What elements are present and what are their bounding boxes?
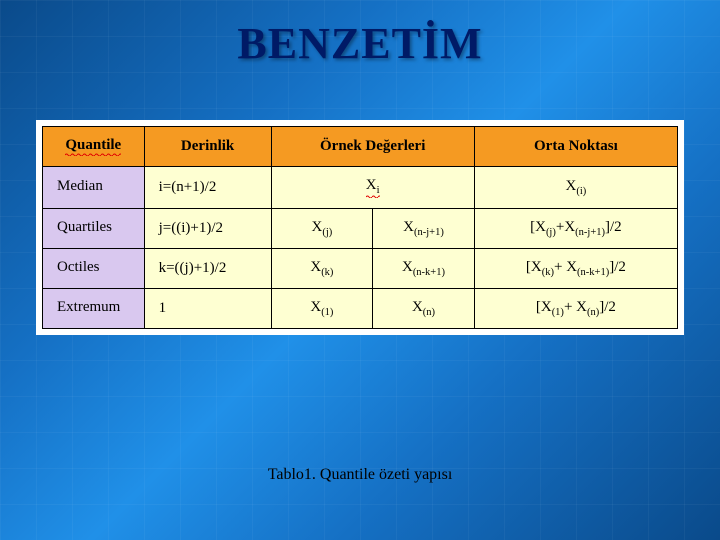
- th-midpoint: Orta Noktası: [474, 127, 677, 167]
- cell-quantile: Extremum: [43, 289, 145, 329]
- quantile-table-container: Quantile Derinlik Örnek Değerleri Orta N…: [36, 120, 684, 335]
- table-row: Quartilesj=((i)+1)/2X(j)X(n-j+1)[X(j)+X(…: [43, 209, 678, 249]
- cell-depth: j=((i)+1)/2: [144, 209, 271, 249]
- table-body: Mediani=(n+1)/2XiX(i)Quartilesj=((i)+1)/…: [43, 167, 678, 329]
- cell-midpoint: [X(j)+X(n-j+1)]/2: [474, 209, 677, 249]
- table-row: Octilesk=((j)+1)/2X(k)X(n-k+1)[X(k)+ X(n…: [43, 249, 678, 289]
- cell-value-2: X(n-j+1): [373, 209, 475, 249]
- cell-depth: 1: [144, 289, 271, 329]
- quantile-table: Quantile Derinlik Örnek Değerleri Orta N…: [42, 126, 678, 329]
- th-quantile: Quantile: [43, 127, 145, 167]
- cell-quantile: Median: [43, 167, 145, 209]
- table-row: Extremum1X(1)X(n)[X(1)+ X(n)]/2: [43, 289, 678, 329]
- table-caption: Tablo1. Quantile özeti yapısı: [0, 466, 720, 484]
- cell-value-2: X(n-k+1): [373, 249, 475, 289]
- cell-depth: k=((j)+1)/2: [144, 249, 271, 289]
- cell-depth: i=(n+1)/2: [144, 167, 271, 209]
- page-title: BENZETİM: [0, 18, 720, 69]
- cell-midpoint: X(i): [474, 167, 677, 209]
- cell-value: Xi: [271, 167, 474, 209]
- cell-value-1: X(1): [271, 289, 373, 329]
- cell-quantile: Octiles: [43, 249, 145, 289]
- cell-value-1: X(j): [271, 209, 373, 249]
- cell-midpoint: [X(1)+ X(n)]/2: [474, 289, 677, 329]
- cell-quantile: Quartiles: [43, 209, 145, 249]
- table-row: Mediani=(n+1)/2XiX(i): [43, 167, 678, 209]
- cell-value-1: X(k): [271, 249, 373, 289]
- th-values: Örnek Değerleri: [271, 127, 474, 167]
- table-header-row: Quantile Derinlik Örnek Değerleri Orta N…: [43, 127, 678, 167]
- cell-midpoint: [X(k)+ X(n-k+1)]/2: [474, 249, 677, 289]
- th-depth: Derinlik: [144, 127, 271, 167]
- cell-value-2: X(n): [373, 289, 475, 329]
